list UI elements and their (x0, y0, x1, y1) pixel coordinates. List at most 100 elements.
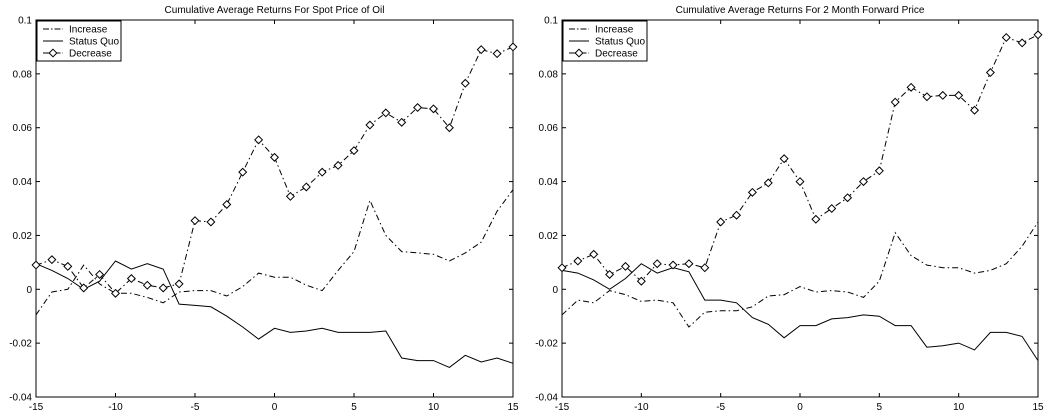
y-tick-label: 0.1 (544, 16, 558, 27)
data-point-decrease (269, 152, 280, 162)
x-tick-label: 5 (351, 402, 357, 413)
data-point-decrease (1017, 38, 1027, 48)
x-tick-label: 0 (272, 402, 278, 413)
y-tick-label: 0.02 (13, 231, 33, 242)
y-tick-label: 0.06 (13, 123, 33, 134)
x-tick-label: 0 (797, 402, 803, 413)
data-point-decrease (700, 263, 710, 273)
x-tick-label: -10 (108, 402, 123, 413)
data-point-decrease (301, 182, 311, 192)
x-tick-label: -15 (29, 402, 44, 413)
data-point-decrease (333, 160, 343, 170)
chart-title: Cumulative Average Returns For Spot Pric… (165, 5, 385, 16)
series-line-increase (561, 221, 1039, 328)
data-point-decrease (874, 166, 884, 176)
legend-label: Status Quo (69, 37, 119, 48)
chart-title: Cumulative Average Returns For 2 Month F… (676, 5, 925, 16)
data-point-decrease (365, 120, 375, 130)
data-point-decrease (444, 123, 454, 133)
series-line-decrease (561, 34, 1039, 282)
data-point-decrease (174, 279, 184, 289)
legend-marker (574, 48, 584, 58)
legend-label: Decrease (69, 49, 112, 60)
y-tick-label: 0.1 (18, 16, 32, 27)
data-point-decrease (827, 203, 837, 214)
data-point-decrease (381, 108, 391, 118)
data-point-decrease (190, 216, 200, 226)
series-line-increase (35, 189, 514, 316)
data-point-decrease (620, 261, 630, 271)
data-point-decrease (811, 214, 821, 224)
data-point-decrease (589, 249, 599, 259)
data-point-decrease (668, 260, 678, 270)
data-point-decrease (460, 78, 470, 88)
y-tick-label: 0 (26, 285, 32, 296)
data-point-decrease (890, 97, 900, 107)
data-point-decrease (126, 274, 136, 284)
data-point-decrease (636, 276, 646, 286)
data-point-decrease (1001, 32, 1011, 43)
y-tick-label: 0.06 (539, 123, 559, 134)
data-point-decrease (222, 199, 232, 209)
chart-spot-price-oil: Cumulative Average Returns For Spot Pric… (9, 5, 519, 413)
data-point-decrease (985, 68, 995, 78)
data-point-decrease (95, 269, 105, 279)
data-point-decrease (858, 177, 868, 187)
series-line-decrease (35, 46, 514, 295)
legend-label: Increase (595, 25, 634, 36)
y-tick-label: 0.08 (539, 69, 559, 80)
legend-label: Increase (69, 25, 108, 36)
data-point-decrease (557, 263, 567, 273)
x-tick-label: 10 (953, 402, 965, 413)
data-point-decrease (397, 117, 407, 127)
data-point-decrease (63, 261, 73, 271)
x-tick-label: 15 (1032, 402, 1044, 413)
series-line-status-quo (561, 263, 1039, 361)
legend-label: Decrease (595, 49, 638, 60)
data-point-decrease (110, 288, 121, 298)
legend-label: Status Quo (595, 37, 645, 48)
data-point-decrease (906, 82, 916, 92)
y-tick-label: -0.04 (535, 393, 558, 404)
y-tick-label: 0.04 (13, 177, 33, 188)
data-point-decrease (476, 45, 486, 55)
data-point-decrease (142, 280, 152, 290)
series-line-status-quo (35, 260, 514, 368)
data-point-decrease (285, 191, 295, 201)
data-point-decrease (508, 42, 518, 52)
data-point-decrease (238, 167, 248, 177)
data-point-decrease (605, 269, 615, 279)
legend-marker (48, 48, 58, 58)
y-tick-label: -0.02 (9, 339, 32, 350)
data-point-decrease (31, 260, 41, 270)
data-point-decrease (47, 255, 57, 265)
data-point-decrease (922, 92, 932, 102)
plot-frame (561, 19, 1039, 398)
data-point-decrease (492, 49, 502, 59)
data-point-decrease (716, 217, 726, 227)
y-tick-label: 0.04 (539, 177, 559, 188)
data-point-decrease (779, 154, 789, 164)
data-point-decrease (843, 193, 853, 203)
y-tick-label: 0.08 (13, 69, 33, 80)
x-tick-label: 15 (507, 402, 519, 413)
chart-2-month-forward-price: Cumulative Average Returns For 2 Month F… (535, 5, 1044, 413)
x-tick-label: -15 (555, 402, 570, 413)
data-point-decrease (732, 210, 742, 220)
data-point-decrease (413, 103, 423, 113)
data-point-decrease (795, 177, 805, 187)
data-point-decrease (428, 104, 439, 114)
data-point-decrease (573, 256, 583, 266)
data-point-decrease (206, 217, 216, 227)
y-tick-label: 0.02 (539, 231, 559, 242)
x-tick-label: 10 (428, 402, 440, 413)
x-tick-label: -10 (634, 402, 649, 413)
data-point-decrease (79, 283, 89, 293)
data-point-decrease (349, 146, 359, 156)
data-point-decrease (684, 259, 694, 269)
data-point-decrease (954, 90, 964, 100)
x-tick-label: -5 (191, 402, 200, 413)
